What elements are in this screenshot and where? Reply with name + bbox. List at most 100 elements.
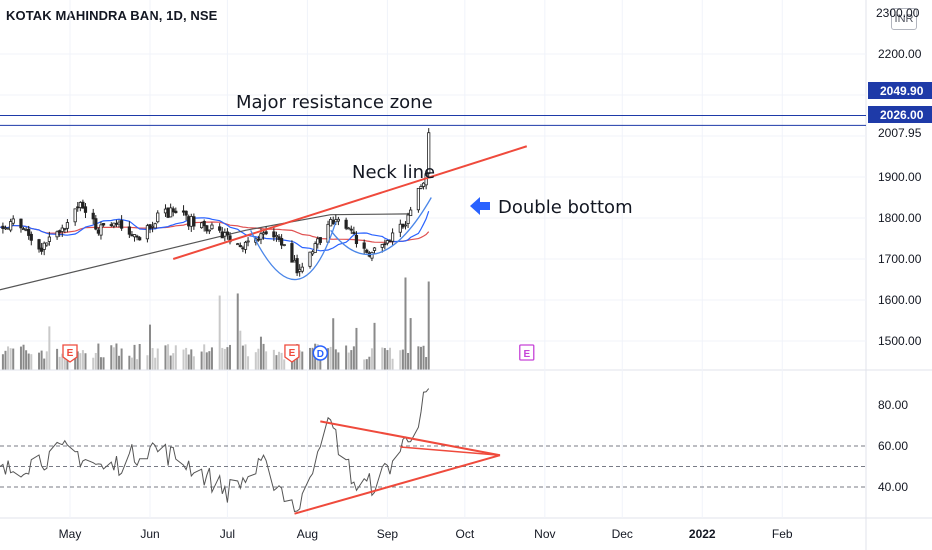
candle-body <box>205 225 209 232</box>
candle-body <box>94 218 98 230</box>
rsi-tick-label: 40.00 <box>878 480 908 494</box>
time-tick-label: Feb <box>772 527 793 541</box>
price-label-box <box>868 106 932 123</box>
candle-body <box>27 228 31 236</box>
volume-bar <box>332 318 335 370</box>
volume-bar <box>27 353 30 370</box>
candle-body <box>272 231 276 238</box>
candle-body <box>83 206 88 213</box>
volume-bar <box>172 353 175 370</box>
volume-bar <box>156 348 159 370</box>
currency-badge[interactable]: INR <box>891 8 917 30</box>
volume-bar <box>350 350 353 370</box>
volume-bar <box>79 353 82 370</box>
price-tick-label: 1800.00 <box>878 211 922 225</box>
volume-bar <box>138 344 141 370</box>
volume-bar <box>43 358 46 370</box>
volume-bar <box>208 351 211 370</box>
candle-body <box>202 221 206 227</box>
volume-bar <box>309 347 311 370</box>
candlesticks <box>1 128 431 277</box>
volume-bar <box>30 354 33 370</box>
volume-bar <box>226 347 229 370</box>
volume-bar <box>381 347 384 370</box>
candle-body <box>138 237 142 241</box>
candle-body <box>192 216 196 227</box>
candle-body <box>81 201 85 209</box>
volume-bar <box>92 357 95 370</box>
volume-bar <box>370 348 373 370</box>
candle-body <box>329 219 333 227</box>
candle-body <box>316 238 320 245</box>
rsi-triangle-lower <box>294 454 501 515</box>
time-tick-label: Dec <box>612 527 633 541</box>
candle-body <box>184 210 188 216</box>
candle-body <box>264 231 268 235</box>
candle-body <box>166 207 170 218</box>
candle-body <box>189 216 193 227</box>
earnings-marker-label: E <box>289 348 296 359</box>
candle-body <box>295 258 299 274</box>
time-tick-label: Jun <box>140 527 159 541</box>
volume-bar <box>311 347 314 370</box>
candle-body <box>277 236 281 240</box>
candle-body <box>362 242 366 249</box>
candle-body <box>274 235 279 238</box>
time-tick-label: Nov <box>534 527 555 541</box>
candle-body <box>427 132 431 174</box>
candle-body <box>318 237 322 243</box>
volume-bar <box>94 352 97 370</box>
candle-body <box>200 222 204 229</box>
candle-body <box>3 227 8 230</box>
candle-body <box>300 266 304 272</box>
volume-bar <box>427 281 430 370</box>
candle-body <box>114 223 119 225</box>
candle-body <box>187 216 191 227</box>
candle-body <box>365 249 369 253</box>
candle-body <box>344 219 348 229</box>
candle-body <box>47 236 51 242</box>
volume-bar <box>368 356 371 370</box>
volume-bar <box>133 344 136 370</box>
candle-body <box>9 221 13 231</box>
time-tick-label: Aug <box>297 527 318 541</box>
candle-body <box>372 247 377 251</box>
candle-body <box>63 227 67 230</box>
volume-bar <box>205 352 208 370</box>
candle-body <box>236 243 240 246</box>
candle-body <box>334 219 338 223</box>
time-tick-label: Jul <box>220 527 235 541</box>
volume-bar <box>327 348 330 370</box>
volume-bar <box>192 356 195 370</box>
candle-body <box>313 243 317 253</box>
earnings-marker-label: E <box>67 348 74 359</box>
volume-bar <box>97 343 100 370</box>
price-label: 2007.95 <box>878 126 922 140</box>
volume-bar <box>221 347 224 370</box>
candle-body <box>40 247 44 252</box>
annotation-text: Neck line <box>352 162 435 183</box>
candle-body <box>171 208 175 213</box>
time-tick-label: Sep <box>377 527 399 541</box>
candle-body <box>207 229 211 232</box>
rsi-pane <box>0 388 866 515</box>
candle-body <box>45 242 49 246</box>
annotations: Major resistance zone Neck line Double bot… <box>236 92 633 218</box>
volume-bar <box>130 357 133 370</box>
candle-body <box>24 229 28 232</box>
candle-body <box>42 242 46 250</box>
candle-body <box>380 244 384 248</box>
grid <box>0 0 866 518</box>
volume-bar <box>203 344 206 370</box>
volume-bar <box>102 357 105 370</box>
volume-bar <box>254 352 257 370</box>
volume-bar <box>187 354 190 370</box>
rsi-tick-label: 80.00 <box>878 398 908 412</box>
volume-bar <box>355 327 358 370</box>
candle-body <box>153 223 157 229</box>
candle-body <box>169 207 173 218</box>
volume-bar <box>146 355 149 370</box>
volume-bar <box>76 351 79 370</box>
volume-bar <box>120 348 123 370</box>
